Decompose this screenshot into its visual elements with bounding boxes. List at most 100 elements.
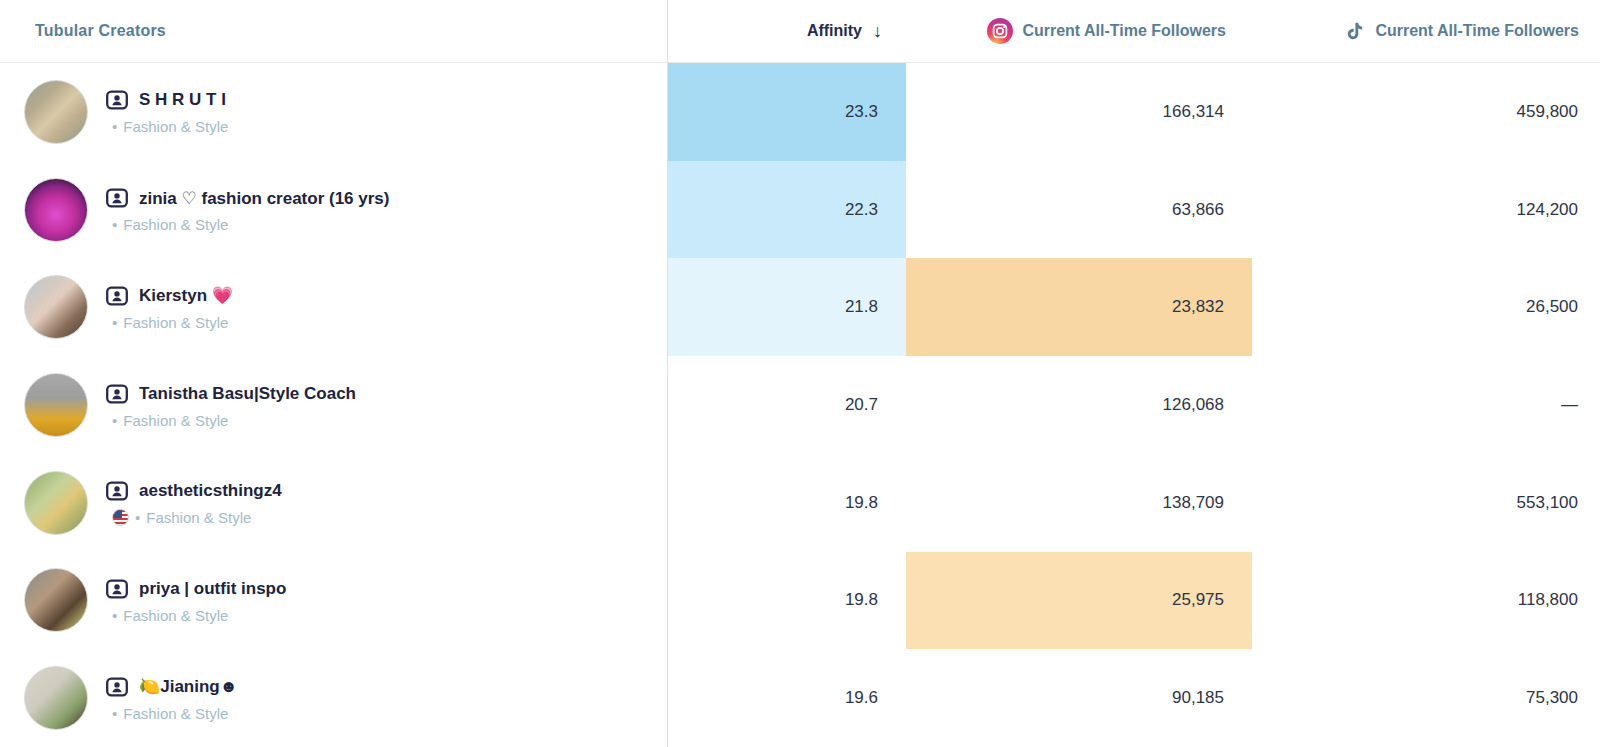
creator-name[interactable]: S H R U T I — [139, 90, 226, 110]
instagram-followers-value: 166,314 — [1163, 102, 1224, 122]
tiktok-icon — [1344, 20, 1366, 42]
tiktok-followers-cell: — — [1252, 356, 1600, 454]
affinity-value: 23.3 — [845, 102, 878, 122]
creator-category: • Fashion & Style — [105, 118, 228, 135]
creator-cell[interactable]: zinia ♡ fashion creator (16 yrs) • Fashi… — [0, 161, 667, 259]
affinity-value: 21.8 — [845, 297, 878, 317]
instagram-followers-cell: 126,068 — [906, 356, 1252, 454]
table-row: 🍋Jianing☻ • Fashion & Style 19.6 90,185 … — [0, 649, 1600, 747]
table-row: zinia ♡ fashion creator (16 yrs) • Fashi… — [0, 161, 1600, 259]
table-row: priya | outfit inspo • Fashion & Style 1… — [0, 552, 1600, 650]
bullet: • — [112, 705, 117, 722]
avatar[interactable] — [24, 178, 88, 242]
tiktok-followers-column-header[interactable]: Current All-Time Followers — [1252, 0, 1600, 62]
category-label: Fashion & Style — [146, 509, 251, 526]
creator-name[interactable]: Tanistha Basu|Style Coach — [139, 384, 356, 404]
creator-cell[interactable]: aestheticsthingz4 • Fashion & Style — [0, 454, 667, 552]
instagram-followers-value: 25,975 — [1172, 590, 1224, 610]
creator-cell[interactable]: priya | outfit inspo • Fashion & Style — [0, 552, 667, 650]
affinity-value-cell: 19.6 — [667, 649, 906, 747]
bullet: • — [112, 118, 117, 135]
creator-category: • Fashion & Style — [105, 314, 233, 331]
creator-cell[interactable]: S H R U T I • Fashion & Style — [0, 63, 667, 161]
affinity-value-cell: 20.7 — [667, 356, 906, 454]
bullet: • — [135, 509, 140, 526]
category-label: Fashion & Style — [123, 607, 228, 624]
instagram-followers-value: 138,709 — [1163, 493, 1224, 513]
tiktok-followers-value: — — [1561, 395, 1578, 415]
creator-profile-icon — [105, 382, 129, 406]
creator-profile-icon — [105, 577, 129, 601]
creator-profile-icon — [105, 479, 129, 503]
affinity-value-cell: 19.8 — [667, 552, 906, 650]
creator-name[interactable]: zinia ♡ fashion creator (16 yrs) — [139, 188, 389, 209]
creator-category: • Fashion & Style — [105, 412, 356, 429]
tiktok-followers-cell: 553,100 — [1252, 454, 1600, 552]
avatar[interactable] — [24, 80, 88, 144]
instagram-followers-column-label[interactable]: Current All-Time Followers — [1022, 22, 1226, 40]
tiktok-followers-cell: 26,500 — [1252, 258, 1600, 356]
tiktok-followers-cell: 459,800 — [1252, 63, 1600, 161]
instagram-followers-cell: 23,832 — [906, 258, 1252, 356]
tiktok-followers-value: 553,100 — [1517, 493, 1578, 513]
avatar[interactable] — [24, 275, 88, 339]
category-label: Fashion & Style — [123, 216, 228, 233]
category-label: Fashion & Style — [123, 412, 228, 429]
creators-table: Tubular Creators Affinity ↓ Current All-… — [0, 0, 1600, 747]
avatar[interactable] — [24, 471, 88, 535]
us-flag-icon — [112, 509, 129, 526]
affinity-value: 19.8 — [845, 493, 878, 513]
creator-profile-icon — [105, 675, 129, 699]
instagram-followers-cell: 63,866 — [906, 161, 1252, 259]
sort-descending-icon[interactable]: ↓ — [873, 22, 882, 40]
creators-column-header: Tubular Creators — [0, 0, 667, 62]
instagram-followers-value: 90,185 — [1172, 688, 1224, 708]
instagram-followers-cell: 90,185 — [906, 649, 1252, 747]
affinity-value-cell: 23.3 — [667, 63, 906, 161]
category-label: Fashion & Style — [123, 705, 228, 722]
tiktok-followers-value: 26,500 — [1526, 297, 1578, 317]
table-row: aestheticsthingz4 • Fashion & Style 19.8… — [0, 454, 1600, 552]
tiktok-followers-column-label[interactable]: Current All-Time Followers — [1375, 22, 1579, 40]
category-label: Fashion & Style — [123, 118, 228, 135]
creator-category: • Fashion & Style — [105, 509, 282, 526]
bullet: • — [112, 216, 117, 233]
creator-name[interactable]: Kierstyn 💗 — [139, 285, 233, 306]
creators-column-label: Tubular Creators — [35, 22, 166, 40]
table-row: S H R U T I • Fashion & Style 23.3 166,3… — [0, 63, 1600, 161]
affinity-column-header[interactable]: Affinity ↓ — [667, 0, 906, 62]
creator-name[interactable]: priya | outfit inspo — [139, 579, 286, 599]
tiktok-followers-cell: 75,300 — [1252, 649, 1600, 747]
table-row: Tanistha Basu|Style Coach • Fashion & St… — [0, 356, 1600, 454]
instagram-followers-cell: 166,314 — [906, 63, 1252, 161]
creator-name[interactable]: aestheticsthingz4 — [139, 481, 282, 501]
creator-cell[interactable]: Kierstyn 💗 • Fashion & Style — [0, 258, 667, 356]
affinity-value: 22.3 — [845, 200, 878, 220]
tiktok-followers-value: 124,200 — [1517, 200, 1578, 220]
table-body: S H R U T I • Fashion & Style 23.3 166,3… — [0, 63, 1600, 747]
instagram-followers-cell: 25,975 — [906, 552, 1252, 650]
creator-cell[interactable]: Tanistha Basu|Style Coach • Fashion & St… — [0, 356, 667, 454]
tiktok-followers-value: 75,300 — [1526, 688, 1578, 708]
avatar[interactable] — [24, 666, 88, 730]
instagram-followers-cell: 138,709 — [906, 454, 1252, 552]
instagram-followers-column-header[interactable]: Current All-Time Followers — [906, 0, 1252, 62]
affinity-value: 19.8 — [845, 590, 878, 610]
category-label: Fashion & Style — [123, 314, 228, 331]
affinity-value-cell: 19.8 — [667, 454, 906, 552]
avatar[interactable] — [24, 568, 88, 632]
instagram-followers-value: 23,832 — [1172, 297, 1224, 317]
tiktok-followers-value: 118,800 — [1518, 590, 1578, 610]
creator-name[interactable]: 🍋Jianing☻ — [139, 676, 238, 697]
bullet: • — [112, 412, 117, 429]
bullet: • — [112, 607, 117, 624]
tiktok-followers-cell: 124,200 — [1252, 161, 1600, 259]
table-row: Kierstyn 💗 • Fashion & Style 21.8 23,832… — [0, 258, 1600, 356]
affinity-value: 20.7 — [845, 395, 878, 415]
creator-profile-icon — [105, 284, 129, 308]
creator-cell[interactable]: 🍋Jianing☻ • Fashion & Style — [0, 649, 667, 747]
table-header: Tubular Creators Affinity ↓ Current All-… — [0, 0, 1600, 63]
affinity-column-label[interactable]: Affinity — [807, 22, 862, 40]
avatar[interactable] — [24, 373, 88, 437]
creator-category: • Fashion & Style — [105, 705, 238, 722]
